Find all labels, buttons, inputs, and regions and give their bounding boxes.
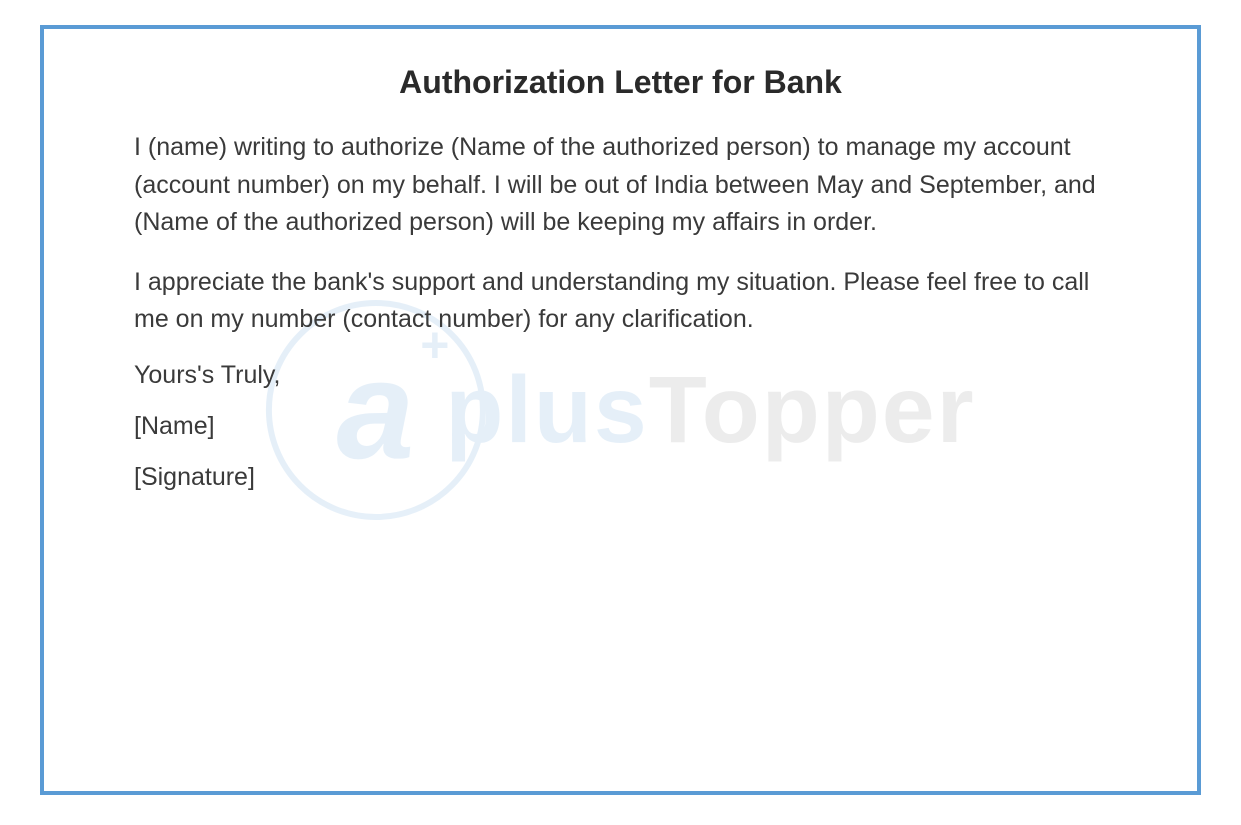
letter-name-placeholder: [Name]	[134, 412, 1107, 441]
letter-title: Authorization Letter for Bank	[134, 64, 1107, 101]
letter-signature-placeholder: [Signature]	[134, 463, 1107, 492]
letter-content: Authorization Letter for Bank I (name) w…	[134, 64, 1107, 492]
letter-closing: Yours's Truly,	[134, 361, 1107, 390]
letter-paragraph-1: I (name) writing to authorize (Name of t…	[134, 129, 1107, 242]
letter-container: a + plusTopper Authorization Letter for …	[40, 25, 1201, 795]
letter-paragraph-2: I appreciate the bank's support and unde…	[134, 264, 1107, 339]
